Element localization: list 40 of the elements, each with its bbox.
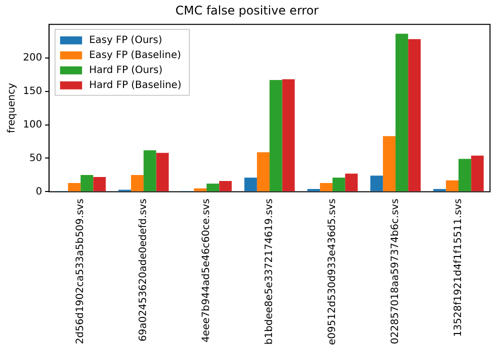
y-tick-label: 200 (22, 52, 42, 64)
y-tick-label: 100 (22, 119, 42, 130)
x-tick-label: 2d56d1902ca533a5b509.svs (75, 198, 86, 344)
bar (130, 174, 144, 192)
bar (68, 183, 81, 192)
bar (332, 178, 346, 192)
bar (458, 158, 472, 192)
legend-label: Hard FP (Ours) (89, 64, 163, 76)
bar (80, 174, 94, 192)
bar (446, 180, 459, 192)
y-tick-label: 0 (36, 186, 42, 198)
x-tick-label: 4eee7b944ad5e46c60ce.svs (201, 198, 212, 342)
x-tick-label: 022857018aa597374b6c.svs (390, 198, 402, 344)
bar (219, 180, 232, 192)
bar (156, 152, 169, 192)
bar (270, 80, 282, 192)
y-tick-label: 50 (29, 152, 42, 164)
x-tick-label: 69a02453620ade0edefd.svs (138, 198, 150, 342)
bar (144, 150, 156, 192)
x-tick-label: e09512d530d933e436d5.svs (327, 198, 338, 346)
x-tick-label: 13528f1921d4f1f15511.svs (453, 198, 464, 337)
bar (396, 34, 408, 192)
legend-label: Easy FP (Ours) (89, 34, 162, 46)
legend-label: Easy FP (Baseline) (89, 50, 182, 61)
y-tick-label: 150 (22, 86, 42, 97)
x-tick-label: b1bdee8e5e3372174619.svs (264, 198, 276, 345)
bar (93, 176, 106, 192)
bar (256, 152, 270, 192)
bar (320, 183, 333, 192)
bar (282, 79, 295, 192)
bar (382, 136, 396, 192)
legend-label: Hard FP (Baseline) (89, 80, 182, 91)
bar (206, 184, 220, 192)
bar (345, 174, 358, 192)
bar (408, 39, 421, 192)
y-axis-title: frequency (6, 82, 18, 134)
bar (370, 176, 383, 192)
chart-title: CMC false positive error (175, 3, 319, 18)
bar (244, 178, 257, 192)
bar (471, 156, 484, 192)
